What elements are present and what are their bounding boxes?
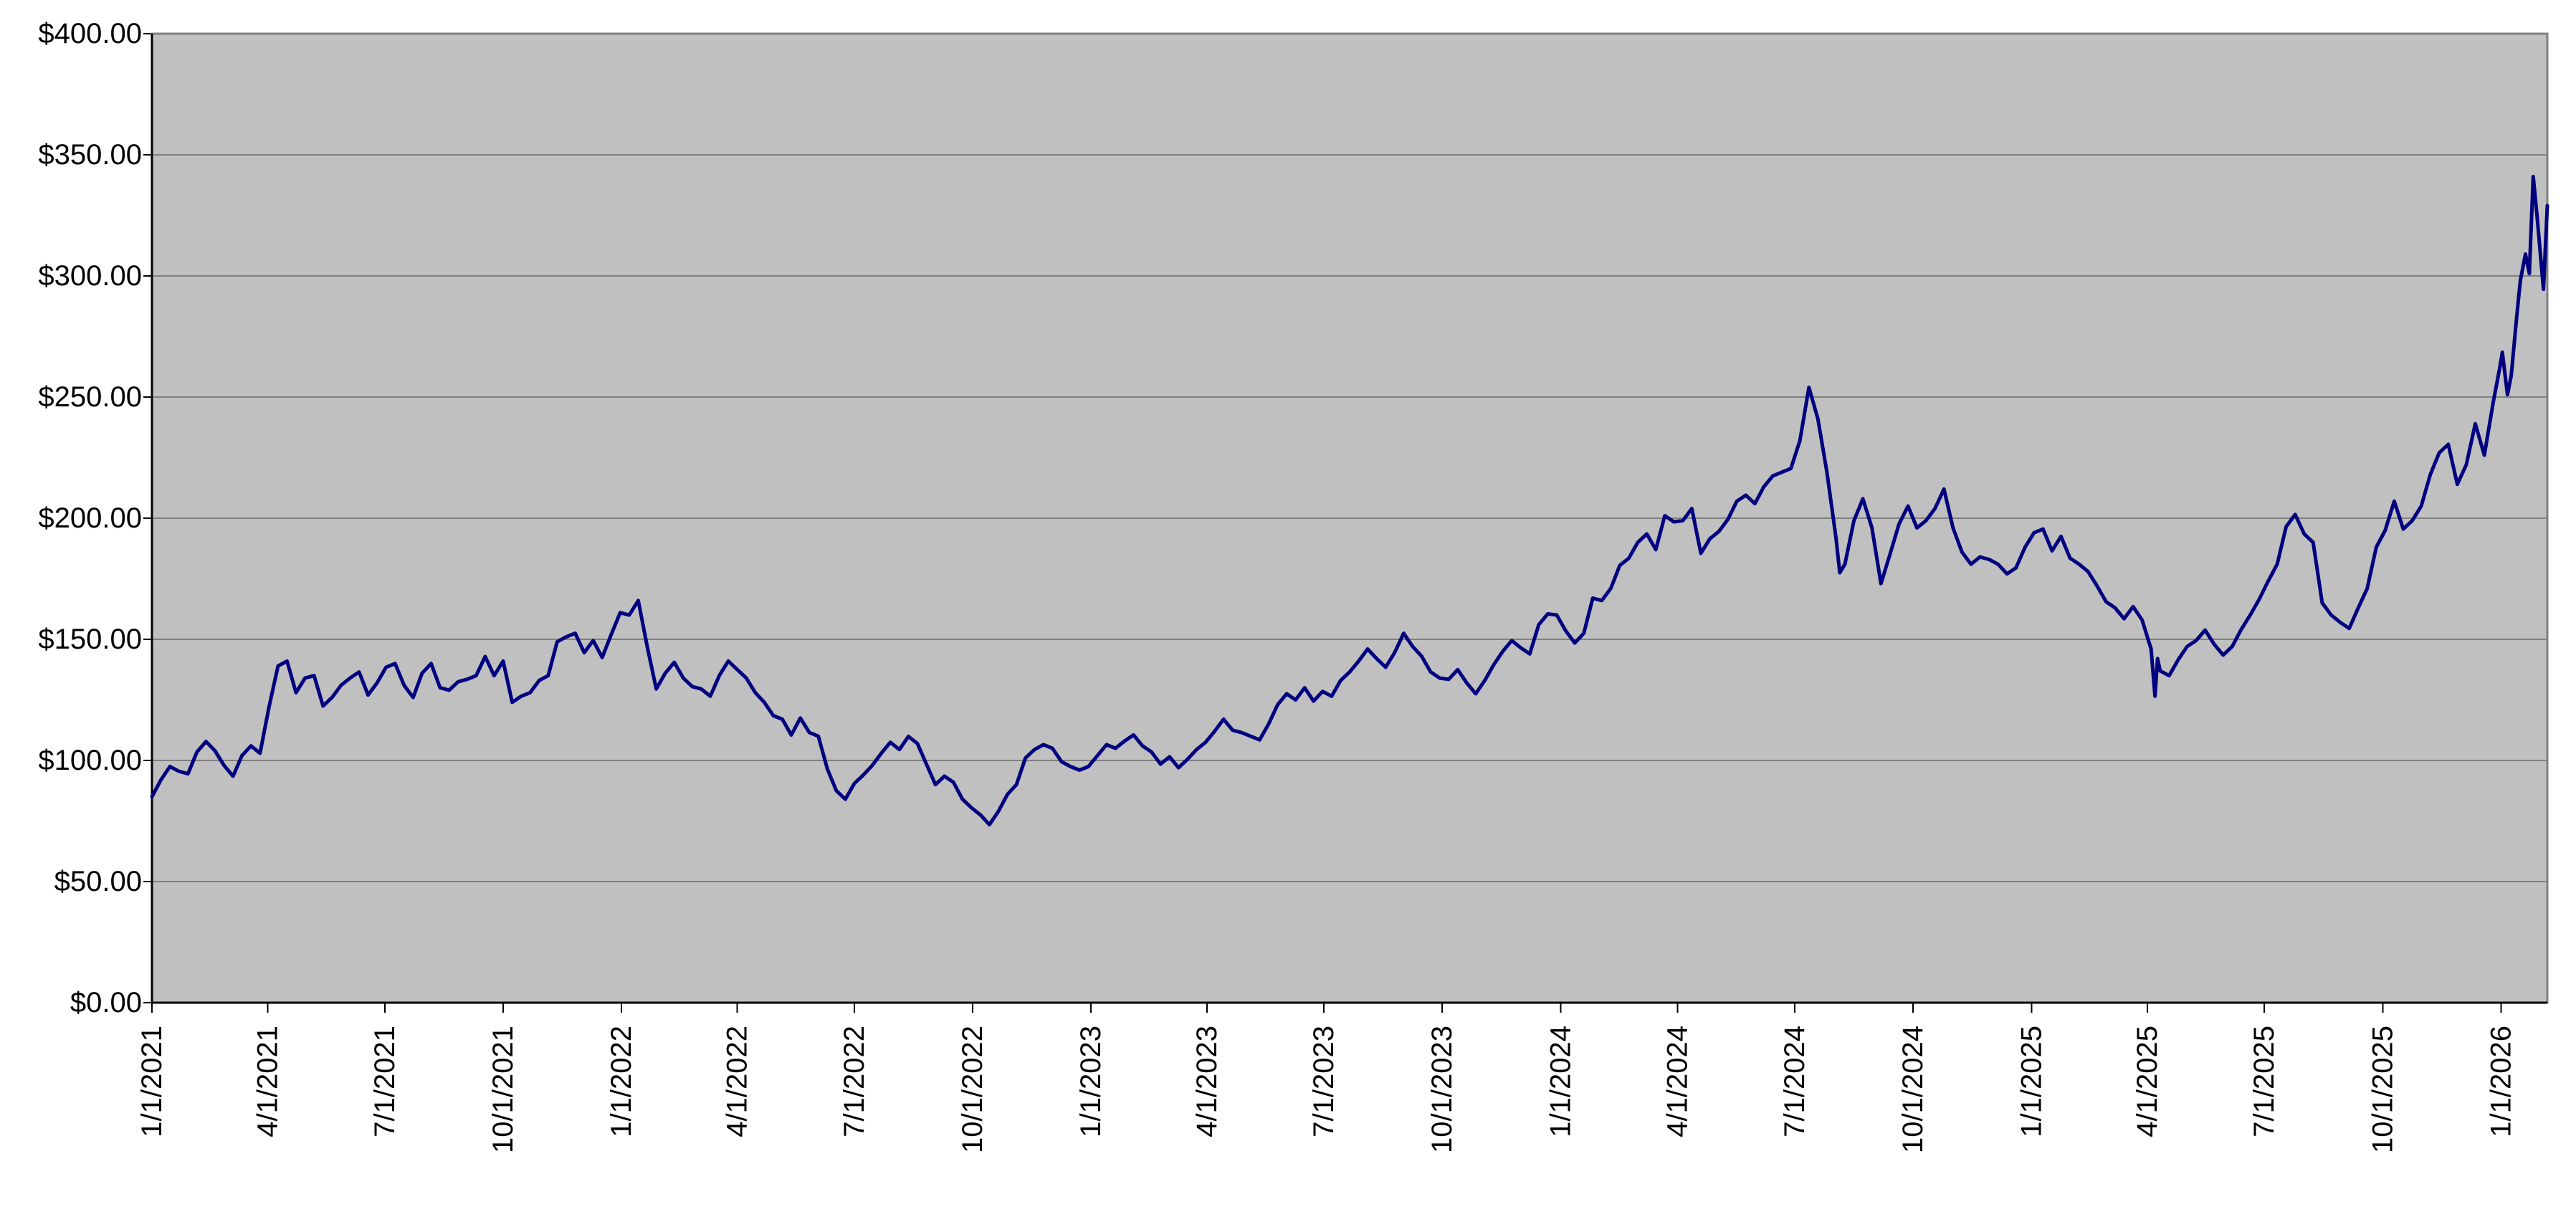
y-tick-label: $400.00 xyxy=(38,18,142,49)
x-tick-label: 1/1/2022 xyxy=(606,1026,637,1137)
y-tick-label: $300.00 xyxy=(38,260,142,292)
price-line xyxy=(150,174,2549,827)
x-tick-label: 1/1/2023 xyxy=(1075,1026,1107,1137)
y-tick-label: $150.00 xyxy=(38,624,142,655)
x-tick-label: 4/1/2022 xyxy=(722,1026,753,1137)
x-tick-label: 1/1/2021 xyxy=(136,1026,168,1137)
y-tick-label: $0.00 xyxy=(70,987,142,1018)
y-tick-label: $350.00 xyxy=(38,139,142,171)
x-tick-label: 10/1/2022 xyxy=(957,1026,988,1153)
x-tick-label: 7/1/2025 xyxy=(2248,1026,2280,1137)
x-tick-label: 7/1/2022 xyxy=(839,1026,870,1137)
x-tick-label: 10/1/2025 xyxy=(2367,1026,2398,1153)
x-tick-label: 4/1/2023 xyxy=(1191,1026,1223,1137)
x-tick-label: 1/1/2026 xyxy=(2485,1026,2517,1137)
x-tick-label: 7/1/2021 xyxy=(369,1026,401,1137)
x-tick-label: 4/1/2021 xyxy=(252,1026,284,1137)
x-tick-label: 7/1/2024 xyxy=(1779,1026,1811,1137)
x-tick-label: 7/1/2023 xyxy=(1308,1026,1340,1137)
x-tick-label: 10/1/2024 xyxy=(1897,1026,1929,1153)
y-tick-label: $200.00 xyxy=(38,502,142,534)
x-tick-label: 1/1/2025 xyxy=(2016,1026,2047,1137)
x-tick-label: 10/1/2023 xyxy=(1426,1026,1458,1153)
x-tick-label: 10/1/2021 xyxy=(487,1026,519,1153)
x-tick-label: 4/1/2025 xyxy=(2132,1026,2163,1137)
x-tick-label: 1/1/2024 xyxy=(1545,1026,1576,1137)
x-tick-label: 4/1/2024 xyxy=(1662,1026,1694,1137)
y-tick-label: $250.00 xyxy=(38,381,142,413)
y-tick-label: $100.00 xyxy=(38,745,142,776)
y-tick-label: $50.00 xyxy=(54,866,142,897)
